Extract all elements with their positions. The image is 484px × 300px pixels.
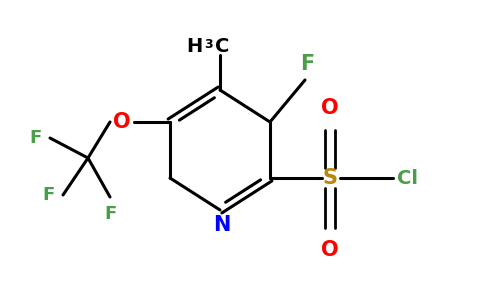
Text: H: H [186,38,202,56]
Text: O: O [321,98,339,118]
Text: 3: 3 [204,38,212,51]
Text: F: F [43,186,55,204]
Text: C: C [215,38,229,56]
Text: F: F [300,54,314,74]
Text: Cl: Cl [397,169,418,188]
Text: S: S [322,168,337,188]
Text: O: O [321,240,339,260]
Text: F: F [30,129,42,147]
Text: O: O [113,112,131,132]
Text: N: N [213,215,231,235]
Text: F: F [104,205,116,223]
